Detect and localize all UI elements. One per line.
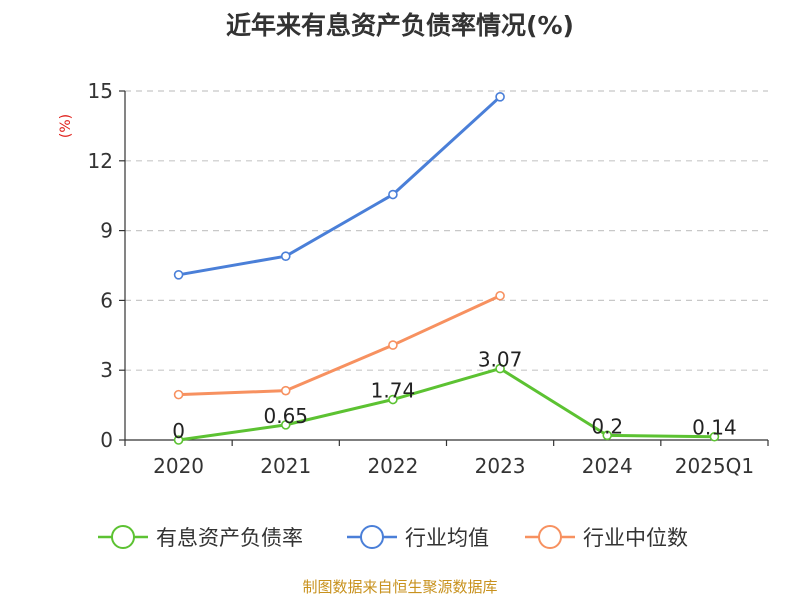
data-point — [173, 435, 184, 445]
data-point — [173, 389, 184, 400]
series-line — [178, 367, 715, 442]
legend-item[interactable]: 行业均值 — [347, 525, 489, 550]
legend-label: 行业中位数 — [583, 526, 688, 550]
y-axis-unit-label: (%) — [58, 114, 74, 138]
source-note: 制图数据来自恒生聚源数据库 — [302, 578, 497, 596]
data-point — [280, 385, 291, 396]
data-point — [495, 290, 505, 301]
data-point — [709, 431, 720, 442]
y-tick-label: 3 — [100, 358, 113, 382]
x-tick-label: 2022 — [367, 454, 418, 478]
data-point — [495, 363, 505, 374]
data-point — [173, 270, 184, 280]
series-line — [178, 294, 501, 397]
data-labels: 0 0.65 1.74 3.07 0.2 0.14 — [172, 348, 736, 443]
y-axis-tick-labels: 0 3 6 9 12 15 — [88, 79, 126, 452]
x-tick-label: 2020 — [153, 454, 204, 478]
data-label: 0 — [172, 419, 185, 443]
x-tick-label: 2023 — [475, 454, 526, 478]
y-tick-label: 0 — [100, 428, 113, 452]
legend-label: 有息资产负债率 — [156, 526, 303, 550]
data-point — [280, 251, 291, 261]
series-line — [178, 95, 502, 277]
x-axis: 2020 2021 2022 2023 2024 2025Q1 — [124, 439, 769, 478]
data-point — [388, 394, 398, 405]
chart-title: 近年来有息资产负债率情况(%) — [226, 11, 574, 40]
y-tick-label: 12 — [88, 149, 113, 173]
data-point — [495, 92, 505, 102]
legend-label: 行业均值 — [405, 526, 489, 550]
data-label: 0.2 — [591, 414, 623, 438]
data-point — [388, 340, 398, 350]
data-point — [280, 420, 291, 430]
legend-item[interactable]: 有息资产负债率 — [98, 525, 303, 550]
legend-marker — [538, 525, 562, 549]
legend-marker — [111, 525, 135, 549]
y-tick-label: 9 — [100, 219, 113, 243]
legend-marker — [360, 525, 384, 549]
data-label: 0.14 — [692, 416, 737, 440]
data-label: 3.07 — [478, 348, 523, 372]
data-point — [388, 189, 398, 200]
x-tick-label: 2021 — [260, 454, 311, 478]
y-tick-label: 6 — [100, 288, 113, 312]
series-lines — [173, 92, 720, 445]
data-label: 1.74 — [371, 379, 416, 403]
x-tick-label: 2024 — [582, 454, 633, 478]
legend[interactable]: 有息资产负债率 行业均值 行业中位数 — [98, 525, 688, 550]
data-label: 0.65 — [263, 404, 308, 428]
x-tick-label: 2025Q1 — [675, 454, 754, 478]
data-point — [602, 430, 613, 441]
gridlines — [125, 90, 768, 371]
y-tick-label: 15 — [88, 79, 113, 103]
legend-item[interactable]: 行业中位数 — [525, 525, 688, 550]
